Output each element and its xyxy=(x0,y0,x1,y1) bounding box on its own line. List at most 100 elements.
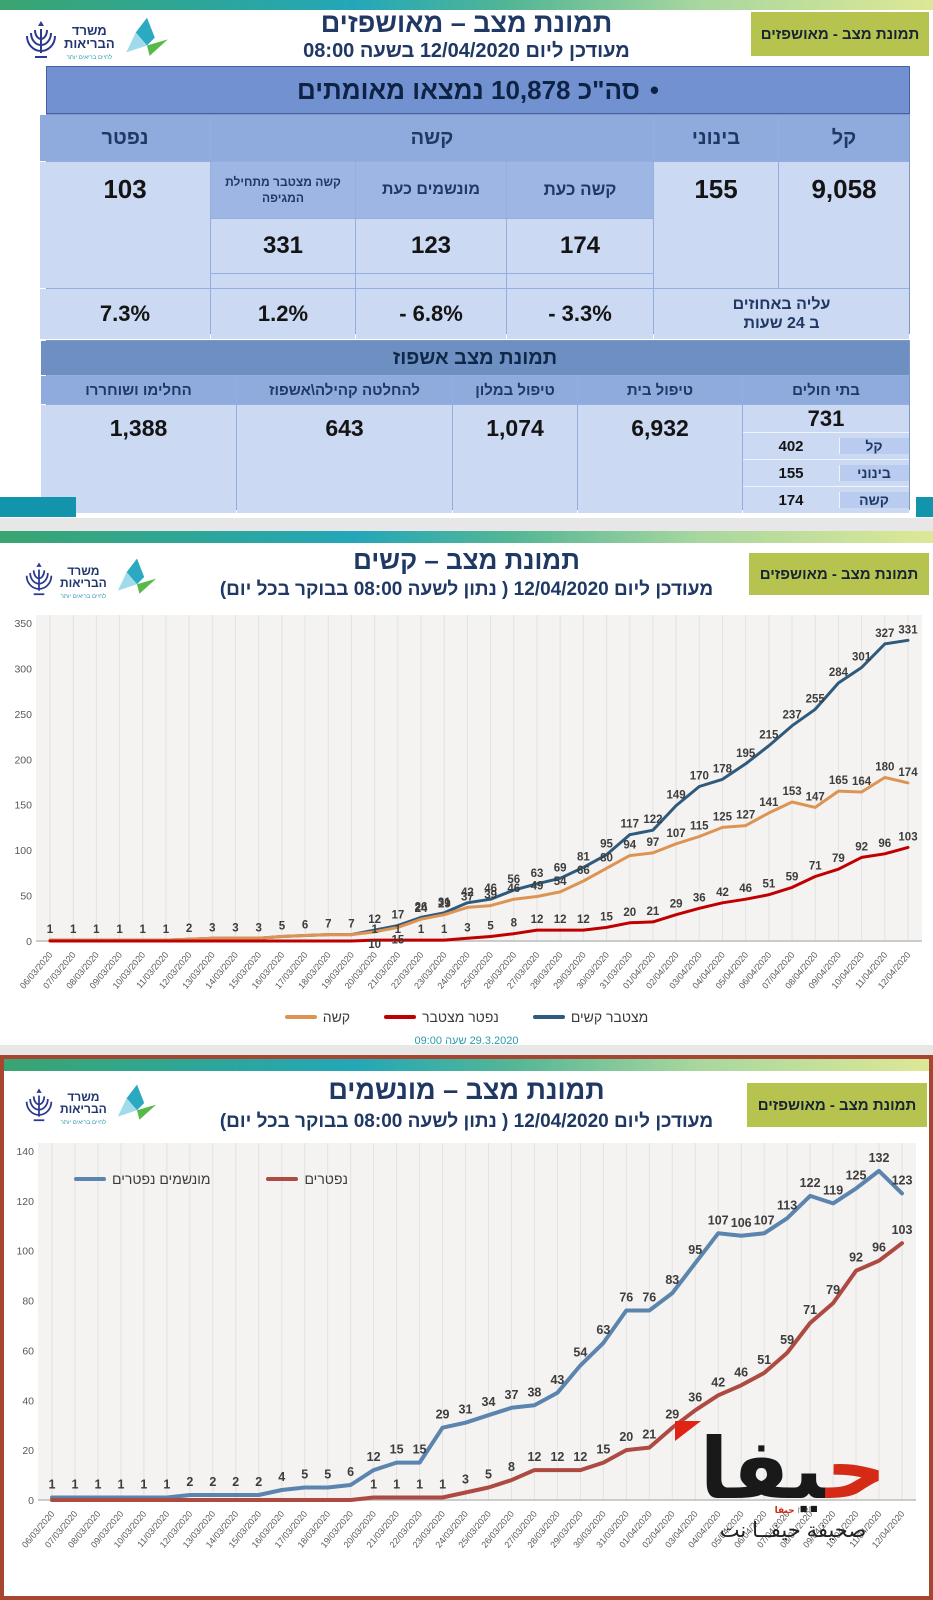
svg-text:2: 2 xyxy=(209,1475,216,1489)
menorah-icon xyxy=(24,1086,54,1133)
ventilated-chart-title: תמונת מצב – מונשמים xyxy=(328,1075,605,1105)
svg-text:115: 115 xyxy=(690,821,709,833)
svg-text:1: 1 xyxy=(140,1478,147,1492)
svg-text:113: 113 xyxy=(777,1198,797,1212)
value-ventilated-now: 123 xyxy=(356,219,506,273)
svg-text:237: 237 xyxy=(782,710,801,722)
svg-text:63: 63 xyxy=(596,1323,610,1337)
flag-icon xyxy=(675,1421,701,1441)
svg-text:117: 117 xyxy=(620,819,639,831)
svg-text:34: 34 xyxy=(482,1395,496,1409)
menorah-icon xyxy=(24,560,54,607)
svg-text:0: 0 xyxy=(28,1495,34,1507)
severe-cases-chart: 05010015020025030035006/03/202007/03/202… xyxy=(14,615,922,991)
hospitals-cell: 731 קל 402 בינוני 155 קשה 174 xyxy=(743,405,909,513)
svg-text:120: 120 xyxy=(16,1196,34,1208)
svg-text:42: 42 xyxy=(716,887,729,899)
ministry-name: משרד הבריאות לחיים בריאים יותר xyxy=(60,563,107,600)
svg-text:0: 0 xyxy=(26,936,32,948)
subheader-severe-cumulative: קשה מצטבר מתחילת המגיפה xyxy=(211,162,355,218)
gradient-strip xyxy=(0,0,933,10)
svg-text:59: 59 xyxy=(786,871,799,883)
svg-text:46: 46 xyxy=(734,1365,748,1379)
svg-text:147: 147 xyxy=(806,791,825,803)
svg-text:4: 4 xyxy=(278,1470,285,1484)
svg-text:76: 76 xyxy=(642,1291,656,1305)
svg-text:1: 1 xyxy=(71,1478,78,1492)
svg-text:46: 46 xyxy=(739,883,752,895)
svg-text:96: 96 xyxy=(872,1241,886,1255)
legend-item-ventilated: מונשמים נפטרים xyxy=(74,1171,210,1187)
svg-text:3: 3 xyxy=(209,922,215,934)
svg-text:301: 301 xyxy=(852,652,872,664)
svg-text:107: 107 xyxy=(708,1213,729,1227)
svg-text:76: 76 xyxy=(619,1291,633,1305)
svg-text:15: 15 xyxy=(391,934,404,946)
percent-severe-cumulative: 1.2% xyxy=(211,289,355,339)
svg-text:97: 97 xyxy=(647,837,660,849)
svg-text:1: 1 xyxy=(47,924,54,936)
bullet: • xyxy=(649,74,660,105)
svg-text:79: 79 xyxy=(832,853,845,865)
svg-text:1: 1 xyxy=(371,924,378,936)
svg-text:69: 69 xyxy=(554,862,567,874)
svg-text:37: 37 xyxy=(461,891,474,903)
svg-text:12: 12 xyxy=(531,914,544,926)
moh-logo: משרד הבריאות לחיים בריאים יותר xyxy=(24,16,173,73)
svg-text:36: 36 xyxy=(688,1390,702,1404)
svg-text:38: 38 xyxy=(527,1385,541,1399)
svg-text:21: 21 xyxy=(642,1428,656,1442)
watermark-subtitle: صحيفة حيفــا نت xyxy=(719,1519,867,1542)
svg-text:1: 1 xyxy=(116,924,123,936)
svg-text:1: 1 xyxy=(163,1478,170,1492)
svg-text:164: 164 xyxy=(852,776,872,788)
percent-deceased: 7.3% xyxy=(40,289,210,339)
hospitals-moderate-row: בינוני 155 xyxy=(743,459,909,486)
svg-text:170: 170 xyxy=(690,771,709,783)
svg-text:284: 284 xyxy=(829,667,849,679)
svg-text:153: 153 xyxy=(782,786,801,798)
value-deceased: 103 xyxy=(40,162,210,288)
percent-change-label: עליה באחוזים ב 24 שעות xyxy=(654,289,909,339)
svg-text:60: 60 xyxy=(22,1345,34,1357)
teal-bar-left xyxy=(0,497,76,517)
watermark-logo-text: حيفا xyxy=(673,1421,913,1511)
svg-text:29: 29 xyxy=(665,1408,679,1422)
svg-text:125: 125 xyxy=(846,1168,867,1182)
svg-text:26: 26 xyxy=(415,901,428,913)
col-header-light: קל xyxy=(779,115,909,161)
svg-text:106: 106 xyxy=(731,1216,752,1230)
svg-text:327: 327 xyxy=(875,628,894,640)
svg-text:1: 1 xyxy=(393,1478,400,1492)
col-recovered: החלימו ושוחררו xyxy=(41,376,236,404)
svg-text:95: 95 xyxy=(688,1243,702,1257)
value-severe-cumulative: 331 xyxy=(211,219,355,273)
svg-text:37: 37 xyxy=(505,1388,519,1402)
watermark-mini: حيفا net xyxy=(774,1505,812,1516)
svg-text:1: 1 xyxy=(395,924,402,936)
severe-chart-subtitle: מעודכן ליום 12/04/2020 ( נתון לשעה 08:00… xyxy=(219,579,714,600)
teal-bar-right xyxy=(916,497,933,517)
svg-text:54: 54 xyxy=(573,1345,587,1359)
svg-text:51: 51 xyxy=(762,879,775,891)
svg-text:100: 100 xyxy=(16,1246,34,1258)
svg-text:8: 8 xyxy=(508,1460,515,1474)
svg-text:31: 31 xyxy=(438,897,451,909)
pending-decision-value: 643 xyxy=(237,405,452,513)
svg-text:1: 1 xyxy=(416,1478,423,1492)
page-subtitle: מעודכן ליום 12/04/2020 בשעה 08:00 xyxy=(303,40,630,62)
svg-text:40: 40 xyxy=(22,1395,34,1407)
haifa-net-watermark: حيفا حيفا net صحيفة حيفــا نت xyxy=(673,1421,913,1543)
svg-text:350: 350 xyxy=(14,618,32,630)
col-header-severe: קשה xyxy=(211,115,653,161)
svg-text:15: 15 xyxy=(390,1443,404,1457)
legend-dash-blue xyxy=(532,1015,565,1019)
svg-text:56: 56 xyxy=(507,874,520,886)
svg-text:122: 122 xyxy=(800,1176,821,1190)
svg-text:81: 81 xyxy=(577,851,590,863)
corner-badge: תמונת מצב - מאושפזים xyxy=(751,12,929,56)
legend-item-deceased-cumulative: נפטר מצטבר xyxy=(384,1009,499,1025)
svg-text:94: 94 xyxy=(623,840,636,852)
svg-text:150: 150 xyxy=(14,800,32,812)
